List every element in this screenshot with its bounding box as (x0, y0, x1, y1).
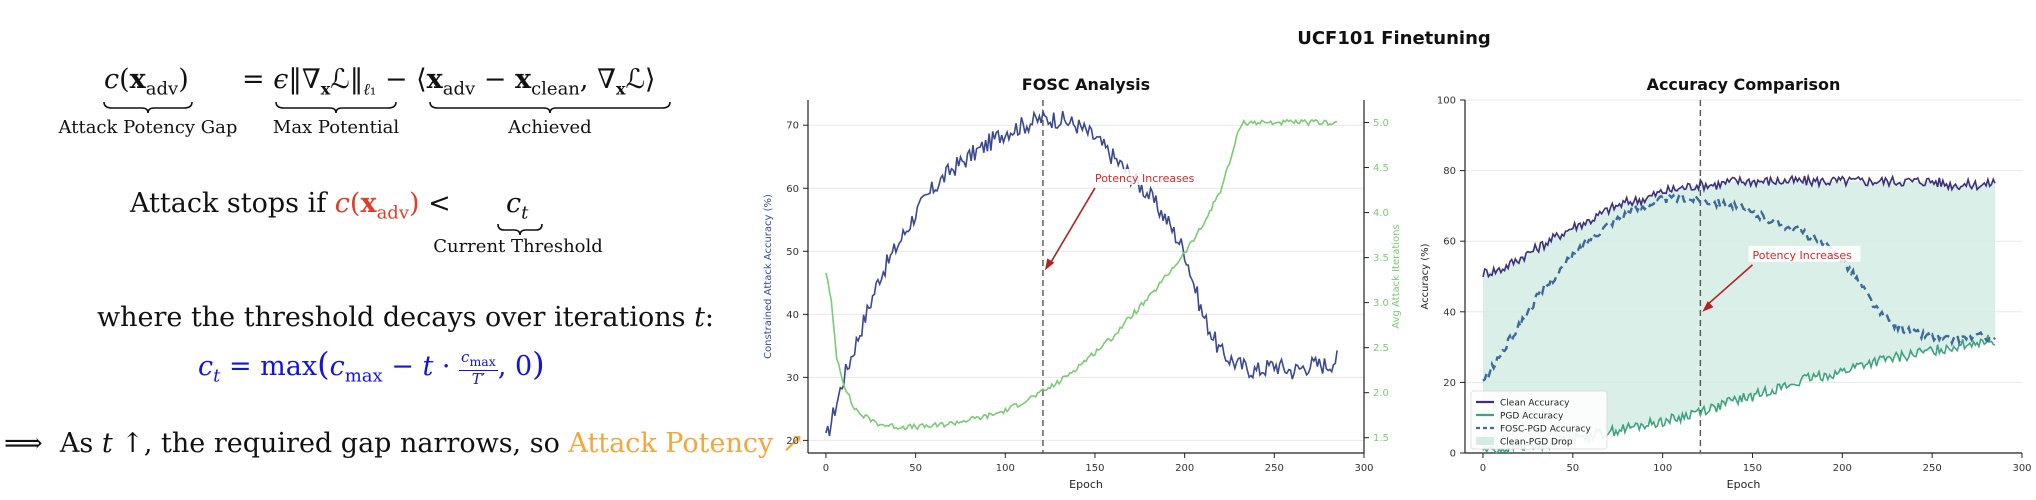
chart-title: Accuracy Comparison (1647, 75, 1841, 94)
y-tick-label: 50 (786, 247, 799, 258)
x-axis-label: Epoch (1069, 478, 1103, 491)
chart-title: FOSC Analysis (1022, 75, 1150, 94)
stop-text: Attack stops if (130, 188, 327, 219)
y2-tick-label: 3.0 (1373, 298, 1389, 309)
y2-tick-label: 4.0 (1373, 208, 1389, 219)
x-tick-label: 150 (1743, 463, 1762, 474)
where-text: where the threshold decays over iteratio… (97, 302, 715, 333)
x-tick-label: 100 (996, 463, 1015, 474)
x-tick-label: 100 (1653, 463, 1672, 474)
threshold-symbol: ct (506, 188, 529, 224)
x-tick-label: 300 (1354, 463, 1373, 474)
x-tick-label: 200 (1175, 463, 1194, 474)
y-axis-label: Accuracy (%) (1420, 243, 1431, 309)
underbrace-term2 (429, 101, 671, 114)
y2-tick-label: 5.0 (1373, 118, 1389, 129)
x-tick-label: 250 (1265, 463, 1284, 474)
x-tick-label: 200 (1833, 463, 1852, 474)
y-tick-label: 80 (1443, 166, 1456, 177)
y-tick-label: 60 (1443, 237, 1456, 248)
underbrace-lhs (103, 101, 193, 114)
legend-label: FOSC-PGD Accuracy (1500, 425, 1591, 435)
suptitle: UCF101 Finetuning (1297, 28, 1491, 49)
threshold-label: Current Threshold (433, 236, 603, 257)
annotation-text: Potency Increases (1095, 172, 1195, 185)
stop-expression: c(xadv) (334, 188, 420, 224)
potency-gap-lhs: c(xadv) (104, 64, 189, 100)
legend-label: Clean Accuracy (1500, 399, 1570, 409)
y2-tick-label: 3.5 (1373, 253, 1389, 264)
y-tick-label: 70 (786, 121, 799, 132)
implication: ⟹ As t ↑, the required gap narrows, so A… (4, 428, 805, 459)
fosc-analysis-chart: 0 50 100 150 200 250 300 20 30 40 50 60 70 1.5 2.0 2.5 3… (763, 75, 1402, 491)
stop-lt: < (428, 188, 451, 219)
y-tick-label: 0 (1450, 449, 1456, 460)
potency-gap-rhs: = ϵ‖∇xℒ‖ℓ₁ − ⟨xadv − xclean, ∇xℒ⟩ (242, 64, 656, 100)
underbrace-term1 (275, 101, 397, 114)
series-line-right-axis (825, 118, 1338, 431)
y2-axis-label: Avg Attack Iterations (1391, 224, 1402, 328)
y2-tick-label: 2.0 (1373, 388, 1389, 399)
y-tick-label: 30 (786, 373, 799, 384)
annotation-background (1748, 245, 1861, 262)
y-tick-label: 40 (786, 310, 799, 321)
legend-box (1470, 390, 1608, 450)
stop-condition: Attack stops if c(xadv) < (130, 188, 451, 223)
underbrace-threshold (497, 223, 543, 236)
x-tick-label: 300 (2012, 463, 2031, 474)
legend-label: PGD Accuracy (1500, 412, 1564, 422)
x-tick-label: 150 (1085, 463, 1104, 474)
y2-tick-label: 1.5 (1373, 433, 1389, 444)
y-axis-label: Constrained Attack Accuracy (%) (763, 194, 774, 359)
series-line-left-axis (825, 108, 1338, 437)
annotation-background (1090, 168, 1203, 185)
annotation-arrow (1707, 264, 1754, 305)
x-tick-label: 50 (1566, 463, 1579, 474)
lhs-label: Attack Potency Gap (58, 117, 238, 138)
x-tick-label: 250 (1923, 463, 1942, 474)
y-tick-label: 20 (1443, 378, 1456, 389)
attack-potency-highlight: Attack Potency ↗ (568, 428, 805, 459)
x-axis-label: Epoch (1727, 478, 1761, 491)
annotation-arrowhead (1044, 258, 1055, 271)
annotation-arrowhead (1702, 301, 1714, 312)
annotation-arrow (1050, 187, 1096, 263)
x-tick-label: 0 (1480, 463, 1486, 474)
series-line-clean-accuracy (1482, 173, 1996, 279)
y-tick-label: 60 (786, 184, 799, 195)
y-tick-label: 100 (1437, 96, 1456, 107)
y2-tick-label: 2.5 (1373, 343, 1389, 354)
y-tick-label: 20 (786, 436, 799, 447)
accuracy-comparison-chart: 0 50 100 150 200 250 300 0 20 40 60 80 100 Accuracy C… (1420, 75, 2032, 491)
legend-swatch (1476, 437, 1494, 445)
decay-formula: ct = max(cmax − t · cmax T′ , 0) (198, 345, 545, 388)
y-tick-label: 40 (1443, 307, 1456, 318)
series-line-fosc-pgd-accuracy (1482, 191, 1996, 382)
annotation-text: Potency Increases (1752, 249, 1852, 262)
x-tick-label: 0 (823, 463, 829, 474)
y2-tick-label: 4.5 (1373, 163, 1389, 174)
term2-label: Achieved (508, 117, 592, 138)
x-tick-label: 50 (909, 463, 922, 474)
fill-clean-pgd-drop (1482, 181, 1996, 450)
term1-label: Max Potential (272, 117, 400, 138)
legend-label: Clean-PGD Drop (1500, 438, 1573, 448)
